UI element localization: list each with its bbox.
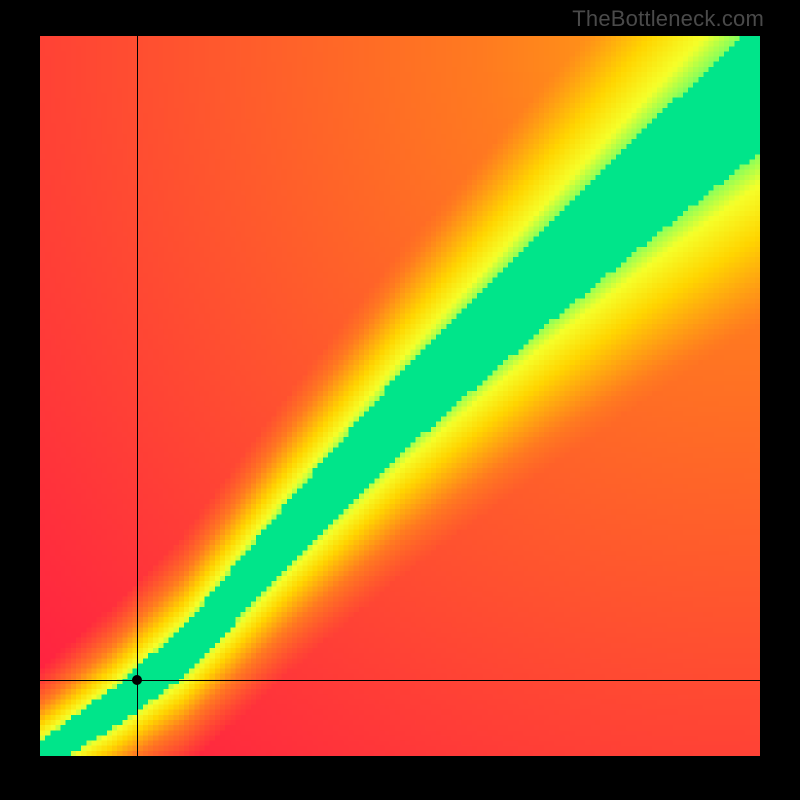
watermark-text: TheBottleneck.com	[572, 6, 764, 32]
crosshair-vertical	[137, 36, 138, 756]
crosshair-horizontal	[40, 680, 760, 681]
heatmap-plot	[40, 36, 760, 756]
heatmap-canvas	[40, 36, 760, 756]
crosshair-marker	[132, 675, 142, 685]
